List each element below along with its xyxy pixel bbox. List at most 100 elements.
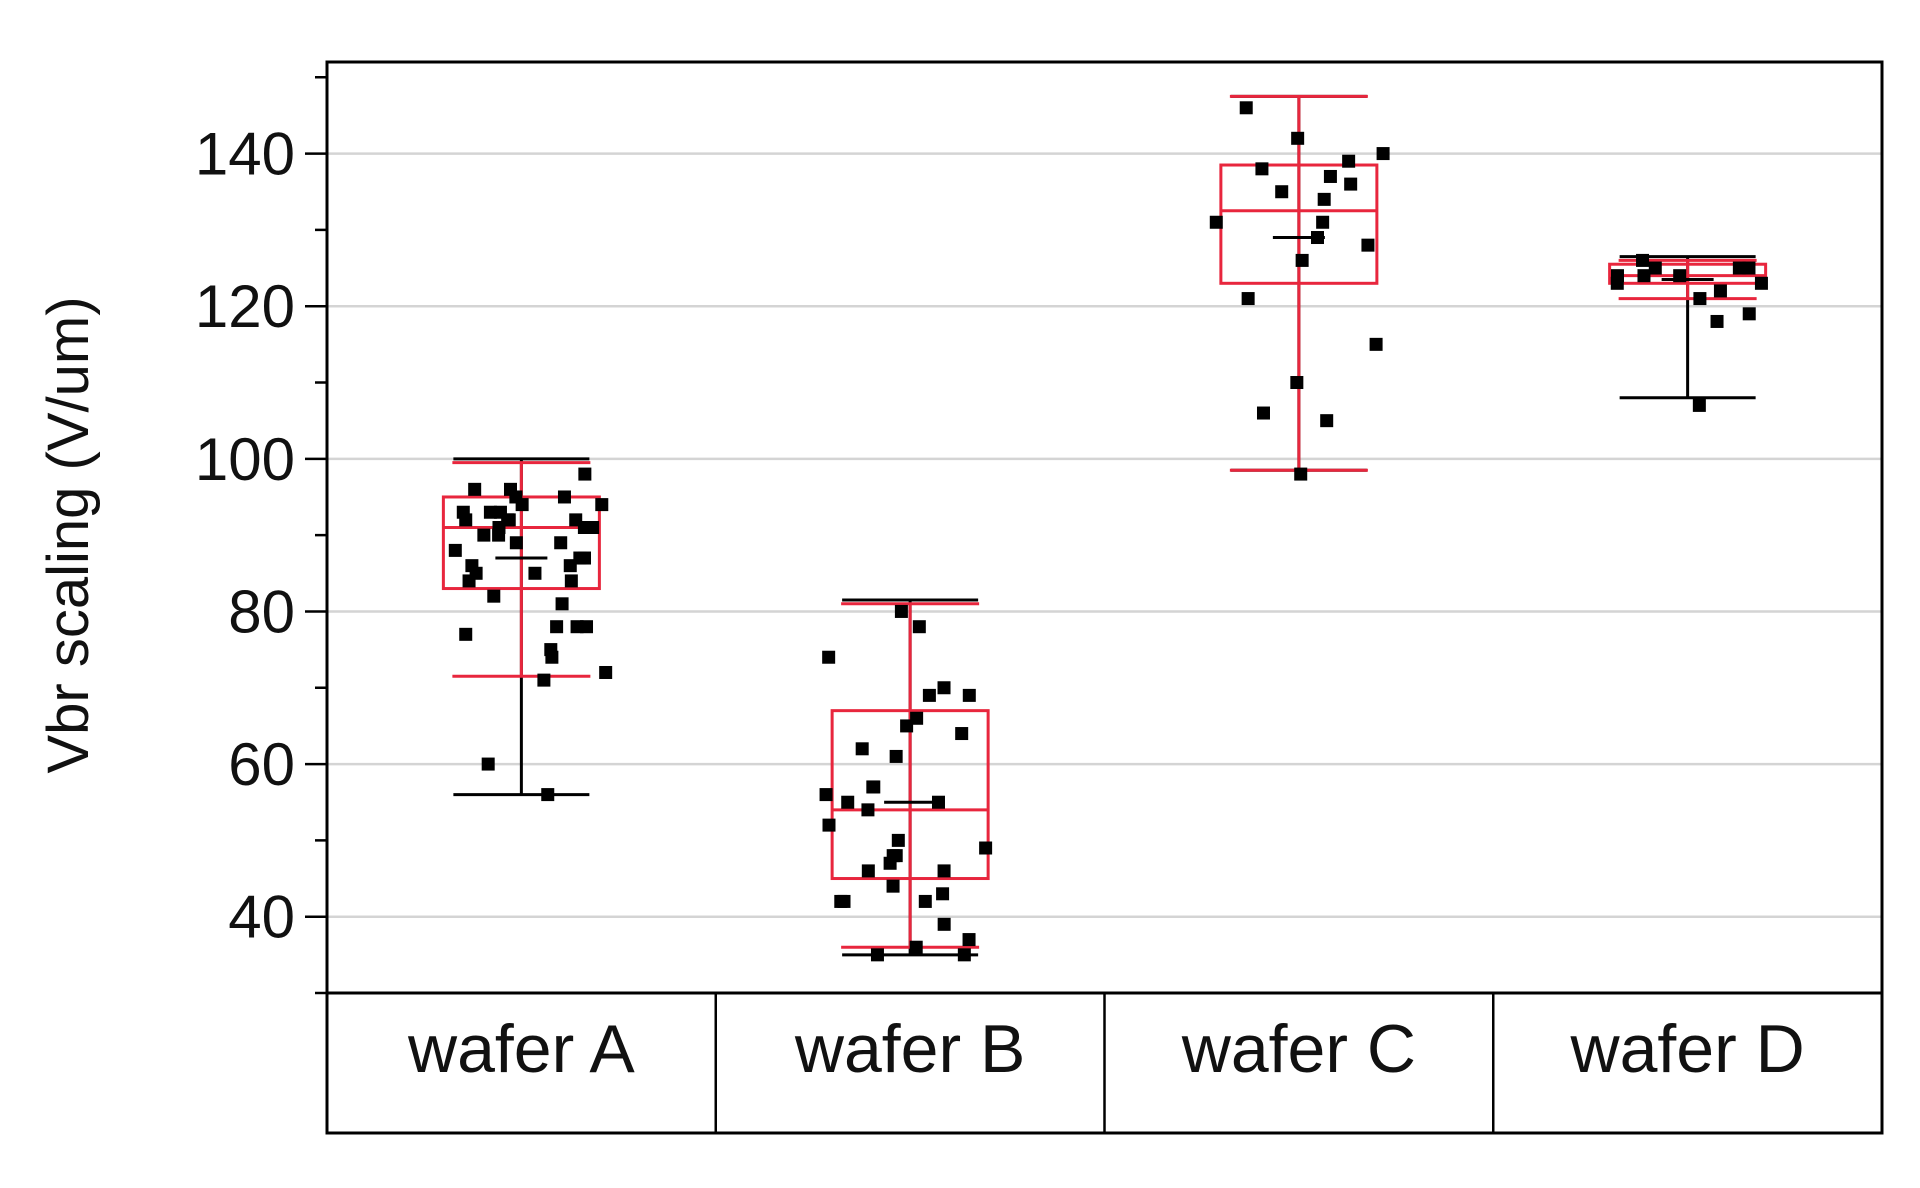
points-wafer-b bbox=[819, 604, 993, 962]
data-point bbox=[1342, 154, 1356, 168]
data-point bbox=[448, 543, 462, 557]
data-point bbox=[1637, 269, 1651, 283]
data-point bbox=[1256, 406, 1270, 420]
data-point bbox=[564, 574, 578, 588]
points-wafer-a bbox=[448, 467, 613, 802]
data-point bbox=[834, 894, 848, 908]
y-axis-label: Vbr scaling (V/um) bbox=[36, 296, 101, 773]
data-point bbox=[1241, 292, 1255, 306]
y-tick-label: 40 bbox=[228, 884, 295, 951]
category-label: wafer D bbox=[1569, 1011, 1804, 1087]
data-point bbox=[493, 505, 507, 519]
data-point bbox=[889, 849, 903, 863]
data-point bbox=[1369, 337, 1383, 351]
y-tick-label: 100 bbox=[195, 426, 295, 493]
data-point bbox=[1255, 162, 1269, 176]
data-point bbox=[1275, 185, 1289, 199]
data-point bbox=[855, 742, 869, 756]
data-point bbox=[918, 894, 932, 908]
data-point bbox=[1317, 192, 1331, 206]
data-point bbox=[1713, 284, 1727, 298]
data-point bbox=[570, 620, 584, 634]
data-point bbox=[1693, 292, 1707, 306]
data-point bbox=[886, 879, 900, 893]
category-label: wafer B bbox=[794, 1011, 1026, 1087]
data-point bbox=[866, 780, 880, 794]
data-point bbox=[1344, 177, 1358, 191]
data-point bbox=[955, 727, 969, 741]
data-point bbox=[1376, 147, 1390, 161]
category-label: wafer A bbox=[407, 1011, 635, 1087]
data-point bbox=[822, 818, 836, 832]
category-label: wafer C bbox=[1181, 1011, 1416, 1087]
points-wafer-c bbox=[1209, 101, 1390, 481]
data-point bbox=[894, 604, 908, 618]
data-point bbox=[528, 566, 542, 580]
y-tick-label: 80 bbox=[228, 578, 295, 645]
data-point bbox=[861, 864, 875, 878]
data-point bbox=[922, 688, 936, 702]
data-point bbox=[1754, 276, 1768, 290]
data-point bbox=[937, 864, 951, 878]
iqr-box bbox=[1608, 262, 1768, 285]
data-point bbox=[487, 589, 501, 603]
data-point bbox=[819, 788, 833, 802]
data-point bbox=[1310, 231, 1324, 245]
data-point bbox=[555, 597, 569, 611]
category-axis: wafer A wafer B wafer C wafer D bbox=[325, 991, 1884, 1135]
data-point bbox=[554, 536, 568, 550]
data-point bbox=[569, 513, 583, 527]
data-point bbox=[1239, 101, 1253, 115]
box-series bbox=[441, 94, 1768, 957]
data-point bbox=[910, 711, 924, 725]
data-point bbox=[557, 490, 571, 504]
data-point bbox=[1320, 414, 1334, 428]
data-point bbox=[573, 551, 587, 565]
data-point bbox=[861, 803, 875, 817]
data-point bbox=[962, 688, 976, 702]
data-point bbox=[937, 681, 951, 695]
data-point bbox=[483, 505, 497, 519]
data-point bbox=[1290, 376, 1304, 390]
data-point bbox=[912, 620, 926, 634]
data-point bbox=[599, 665, 613, 679]
data-point bbox=[595, 498, 609, 512]
data-point bbox=[936, 887, 950, 901]
data-point bbox=[1673, 269, 1687, 283]
y-tick-label: 140 bbox=[195, 121, 295, 188]
data-point bbox=[870, 948, 884, 962]
points-wafer-d bbox=[1610, 253, 1768, 412]
y-axis: 40 60 80 100 120 140 bbox=[195, 76, 327, 995]
data-point bbox=[1636, 253, 1650, 267]
data-point bbox=[822, 650, 836, 664]
data-point bbox=[509, 536, 523, 550]
data-point bbox=[1209, 215, 1223, 229]
data-point bbox=[841, 795, 855, 809]
data-point bbox=[1742, 307, 1756, 321]
data-point bbox=[550, 620, 564, 634]
data-point bbox=[459, 627, 473, 641]
data-point bbox=[465, 559, 479, 573]
data-point bbox=[1692, 398, 1706, 412]
data-point bbox=[957, 948, 971, 962]
data-point bbox=[891, 833, 905, 847]
data-point bbox=[1648, 261, 1662, 275]
data-point bbox=[900, 719, 914, 733]
data-point bbox=[1291, 131, 1305, 145]
data-point bbox=[1610, 269, 1624, 283]
data-point bbox=[503, 482, 517, 496]
data-point bbox=[979, 841, 993, 855]
box-wafer-d bbox=[1608, 255, 1768, 400]
data-point bbox=[1361, 238, 1375, 252]
data-point bbox=[468, 482, 482, 496]
data-point bbox=[537, 673, 551, 687]
data-point bbox=[578, 467, 592, 481]
data-point bbox=[937, 917, 951, 931]
data-point bbox=[481, 757, 495, 771]
box-wafer-b bbox=[830, 598, 990, 957]
data-point bbox=[1710, 314, 1724, 328]
data-point bbox=[1295, 253, 1309, 267]
y-tick-label: 120 bbox=[195, 273, 295, 340]
y-tick-label: 60 bbox=[228, 731, 295, 798]
